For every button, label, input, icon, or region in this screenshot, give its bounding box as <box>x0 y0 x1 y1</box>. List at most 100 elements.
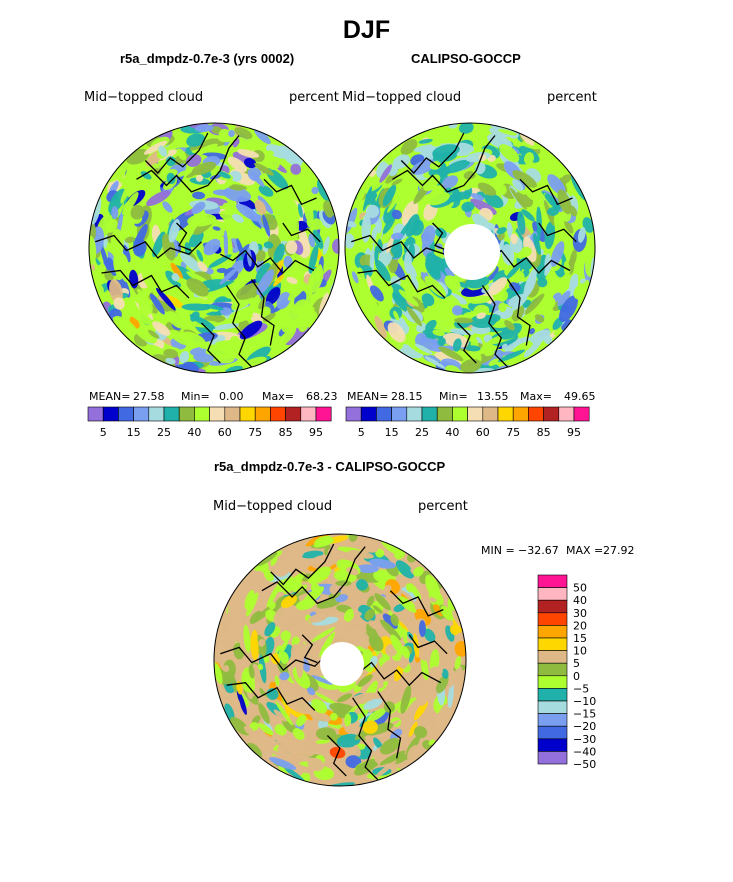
panel1-min-label: Min= <box>181 390 210 403</box>
panel1-colorbar-swatch <box>178 406 195 422</box>
panel1-colorbar-swatch <box>315 406 332 422</box>
panel3-colorbar-swatch <box>537 574 568 588</box>
panel2-map-missing-data-hole <box>444 224 500 280</box>
panel3-colorbar-tick-label: 15 <box>573 632 587 645</box>
panel1-units: percent <box>289 90 339 105</box>
panel3-min-label: MIN = <box>481 544 515 557</box>
panel2-colorbar-swatch <box>573 406 590 422</box>
season-title: DJF <box>342 16 391 44</box>
panel1-mean-value: 27.58 <box>133 390 165 403</box>
panel2-units: percent <box>547 90 597 105</box>
panel3-units: percent <box>418 499 468 514</box>
panel2-min-label: Min= <box>439 390 468 403</box>
panel2-colorbar-tick-label: 5 <box>358 426 365 439</box>
panel1-colorbar-swatch <box>254 406 271 422</box>
panel2-colorbar-tick-label: 60 <box>476 426 490 439</box>
panel2-colorbar-tick-label: 95 <box>567 426 581 439</box>
panel3-map-coastlines <box>220 543 448 781</box>
panel2-colorbar-swatch <box>391 406 408 422</box>
panel3-max-label: MAX = <box>566 544 604 557</box>
panel3-max-value: 27.92 <box>603 544 635 557</box>
panel1-colorbar-swatch <box>163 406 180 422</box>
panel3-colorbar-tick-label: −40 <box>573 745 596 758</box>
panel3-colorbar-swatch <box>537 700 568 714</box>
panel2-mean-value: 28.15 <box>391 390 423 403</box>
panel3-colorbar-tick-label: 10 <box>573 645 587 658</box>
panel3-colorbar-tick-label: −5 <box>573 682 589 695</box>
panel1-max-value: 68.23 <box>306 390 338 403</box>
panel2-colorbar-swatch <box>376 406 392 422</box>
panel2-colorbar-tick-label: 40 <box>445 426 459 439</box>
panel1-colorbar-swatch <box>300 406 317 422</box>
panel1-colorbar-swatch <box>209 406 226 422</box>
panel3-colorbar-swatch <box>537 675 568 689</box>
panel1-colorbar-swatch <box>285 406 302 422</box>
panel2-min-value: 13.55 <box>477 390 509 403</box>
panel3-colorbar-swatch <box>537 637 568 651</box>
panel3-colorbar-tick-label: −10 <box>573 695 596 708</box>
panel1-map <box>88 122 340 374</box>
panel3-colorbar-tick-label: 20 <box>573 619 587 632</box>
panel2-map <box>344 122 596 374</box>
panel2-title: CALIPSO-GOCCP <box>411 51 521 66</box>
panel2-map-border <box>344 122 596 374</box>
panel3-colorbar-tick-label: 0 <box>573 670 580 683</box>
panel3-colorbar-swatch <box>537 662 568 677</box>
panel3-colorbar-swatch <box>537 625 568 639</box>
panel2-colorbar-swatch <box>360 406 377 422</box>
panel1-colorbar-swatch <box>148 406 165 422</box>
panel1-variable: Mid−topped cloud <box>84 90 204 105</box>
panel3-colorbar-tick-label: 50 <box>573 582 587 595</box>
panel1-title: r5a_dmpdz-0.7e-3 (yrs 0002) <box>120 51 295 66</box>
panel1-colorbar-swatch <box>224 406 241 422</box>
panel2-colorbar-swatch <box>512 406 529 422</box>
panel2-colorbar-swatch <box>436 406 453 422</box>
panel2-max-value: 49.65 <box>564 390 596 403</box>
panel2-colorbar-swatch <box>543 406 560 422</box>
panel3-colorbar-swatch <box>537 612 568 626</box>
panel2-colorbar: 5 15 25 40 60 75 85 95 <box>345 406 590 439</box>
panel1-colorbar: 5 15 25 40 60 75 85 95 <box>87 406 332 439</box>
panel1-min-value: 0.00 <box>219 390 244 403</box>
panel1-map-coastlines <box>95 132 321 368</box>
panel3-map-missing-data-hole <box>320 642 364 686</box>
panel2-colorbar-tick-label: 15 <box>385 426 399 439</box>
panel1-colorbar-tick-label: 75 <box>248 426 262 439</box>
panel2-colorbar-swatch <box>528 406 544 422</box>
panel1-map-field <box>89 123 339 373</box>
panel3-colorbar-tick-label: 40 <box>573 594 587 607</box>
panel3-title: r5a_dmpdz-0.7e-3 - CALIPSO-GOCCP <box>214 459 446 474</box>
panel2-colorbar-swatch <box>452 406 468 422</box>
panel3-colorbar-tick-label: −50 <box>573 758 596 771</box>
panel3-colorbar-swatch <box>537 599 568 614</box>
panel1-colorbar-swatch <box>87 406 104 422</box>
panel3-colorbar-tick-label: −20 <box>573 720 596 733</box>
panel3-colorbar-swatch <box>537 751 568 765</box>
panel3-colorbar-swatch <box>537 725 568 740</box>
panel1-max-label: Max= <box>262 390 294 403</box>
panel2-colorbar-swatch <box>345 406 362 422</box>
panel1-mean-label: MEAN= <box>89 390 131 403</box>
panel3-colorbar-tick-label: −30 <box>573 733 596 746</box>
panel3-colorbar-swatch <box>537 713 568 727</box>
panel2-colorbar-swatch <box>558 406 575 422</box>
panel2-map-coastlines <box>351 132 577 368</box>
panel3-colorbar-swatch <box>537 650 568 664</box>
panel2-variable: Mid−topped cloud <box>342 90 462 105</box>
panel1-colorbar-swatch <box>194 406 210 422</box>
panel1-colorbar-tick-label: 15 <box>127 426 141 439</box>
panel3-map-border <box>213 533 467 787</box>
panel2-colorbar-tick-label: 85 <box>537 426 551 439</box>
panel3-colorbar-swatch <box>537 587 568 601</box>
panel2-colorbar-tick-label: 75 <box>506 426 520 439</box>
panel1-colorbar-swatch <box>133 406 150 422</box>
panel2-mean-label: MEAN= <box>347 390 389 403</box>
panel1-colorbar-swatch <box>270 406 286 422</box>
panel2-colorbar-swatch <box>421 406 438 422</box>
panel3-colorbar-tick-label: 30 <box>573 607 587 620</box>
panel3-colorbar-tick-label: 5 <box>573 657 580 670</box>
panel3-colorbar-tick-label: −15 <box>573 708 596 721</box>
panel1-map-border <box>88 122 340 374</box>
panel2-colorbar-swatch <box>467 406 484 422</box>
